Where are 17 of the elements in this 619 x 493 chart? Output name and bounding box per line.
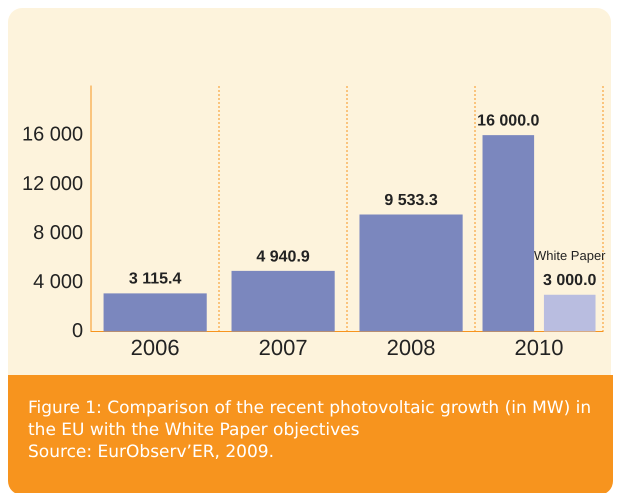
source-note: Source: EurObserv’ER, 2009. (28, 441, 275, 463)
y-tick-label: 4 000 (33, 270, 84, 293)
text: White Paper (534, 248, 606, 263)
data-label: 4 940.9 (256, 248, 310, 266)
x-tick-label: 2007 (258, 334, 308, 360)
x-tick-label: 2010 (514, 334, 564, 360)
data-label: 3 000.0 (543, 272, 597, 290)
y-tick-label: 16 000 (22, 124, 84, 146)
data-label: 3 115.4 (128, 270, 182, 288)
data-label: 9 533.3 (384, 192, 438, 209)
x-tick-label: 2006 (130, 334, 180, 360)
y-tick-label: 8 000 (33, 222, 84, 244)
y-tick-label: 0 (72, 320, 84, 342)
caption: Figure 1: Comparison of the recent photovoltaic growth (in MW) in the EU with the White Paper objectives (28, 397, 592, 441)
x-tick-label: 2008 (386, 334, 436, 360)
y-tick-label: 12 000 (22, 172, 84, 195)
data-label: 16 000.0 (477, 112, 540, 130)
